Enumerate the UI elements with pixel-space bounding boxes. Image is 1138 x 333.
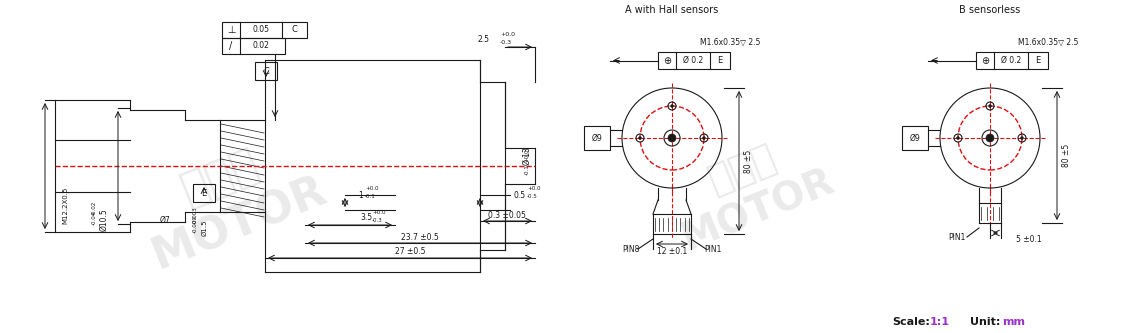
Text: 0.5: 0.5 [514, 191, 526, 200]
Text: 23.7 ±0.5: 23.7 ±0.5 [401, 232, 439, 241]
Text: 27 ±0.5: 27 ±0.5 [395, 247, 426, 256]
Text: ⊕: ⊕ [663, 56, 671, 66]
Text: 80 ±5: 80 ±5 [1062, 144, 1071, 167]
Circle shape [1021, 137, 1023, 140]
Text: PIN8: PIN8 [622, 244, 640, 253]
Text: Ø1.5: Ø1.5 [203, 220, 208, 236]
Text: 3.5: 3.5 [360, 213, 372, 222]
Text: -0.5: -0.5 [527, 193, 538, 198]
Bar [193, 184, 215, 202]
Circle shape [638, 137, 642, 140]
Bar [584, 126, 610, 150]
Circle shape [668, 134, 676, 142]
Text: ⊥: ⊥ [226, 25, 236, 35]
Text: -0.1: -0.1 [365, 194, 376, 199]
Text: +0.0: +0.0 [525, 148, 529, 162]
Text: 0.05: 0.05 [253, 26, 270, 35]
Text: Ø 13: Ø 13 [522, 147, 531, 165]
Text: B sensorless: B sensorless [959, 5, 1021, 15]
Text: Ø 0.2: Ø 0.2 [1001, 56, 1021, 65]
Text: Ø 0.2: Ø 0.2 [683, 56, 703, 65]
Circle shape [986, 134, 993, 142]
Text: 2.5: 2.5 [478, 36, 490, 45]
Text: /: / [230, 41, 232, 51]
Text: -0.04: -0.04 [91, 211, 97, 225]
Text: 80 ±5: 80 ±5 [744, 150, 753, 172]
Text: -0.3: -0.3 [372, 217, 382, 222]
Circle shape [670, 105, 674, 108]
Text: Unit:: Unit: [970, 317, 1000, 327]
Text: 5 ±0.1: 5 ±0.1 [1016, 234, 1041, 243]
Circle shape [989, 105, 991, 108]
Bar [222, 38, 284, 54]
Circle shape [702, 137, 706, 140]
Text: C: C [263, 67, 269, 76]
Text: 万至达
MOTOR: 万至达 MOTOR [660, 122, 840, 258]
Text: 0.3 ±0.05: 0.3 ±0.05 [488, 210, 526, 219]
Text: 0.02: 0.02 [253, 42, 270, 51]
Bar [976, 52, 1048, 69]
Text: PIN1: PIN1 [948, 232, 966, 241]
Text: M1.6x0.35▽ 2.5: M1.6x0.35▽ 2.5 [700, 38, 760, 47]
Text: +0.0: +0.0 [365, 186, 379, 191]
Text: A with Hall sensors: A with Hall sensors [626, 5, 718, 15]
Bar [222, 22, 307, 38]
Text: PIN1: PIN1 [704, 244, 721, 253]
Text: -0.02: -0.02 [91, 201, 97, 215]
Text: Scale:: Scale: [892, 317, 930, 327]
Text: M1.6x0.35▽ 2.5: M1.6x0.35▽ 2.5 [1019, 38, 1079, 47]
Text: +0.0: +0.0 [527, 186, 541, 191]
Text: 1:1: 1:1 [930, 317, 950, 327]
Text: -0.3: -0.3 [500, 40, 512, 45]
Text: 12 ±0.1: 12 ±0.1 [657, 247, 687, 256]
Text: M12.2X0.5: M12.2X0.5 [61, 186, 68, 224]
Text: E: E [717, 56, 723, 65]
Text: +0.0: +0.0 [500, 32, 516, 37]
Text: E: E [1036, 56, 1040, 65]
Text: E: E [201, 188, 207, 197]
Text: C: C [291, 26, 297, 35]
Text: mm: mm [1001, 317, 1025, 327]
Text: Ø10.5: Ø10.5 [99, 209, 108, 231]
Circle shape [957, 137, 959, 140]
Text: ⊕: ⊕ [981, 56, 989, 66]
Text: Ø9: Ø9 [592, 134, 602, 143]
Text: Ø9: Ø9 [909, 134, 921, 143]
Text: -0.1: -0.1 [525, 165, 529, 175]
Bar [902, 126, 927, 150]
Text: 万至达
MOTOR: 万至达 MOTOR [127, 122, 333, 278]
Bar [658, 52, 729, 69]
Text: -0.003: -0.003 [192, 206, 198, 224]
Bar [255, 62, 277, 80]
Text: +0.0: +0.0 [372, 209, 386, 214]
Text: Ø7: Ø7 [159, 215, 171, 224]
Text: 1: 1 [358, 191, 363, 200]
Text: -0.009: -0.009 [192, 215, 198, 233]
